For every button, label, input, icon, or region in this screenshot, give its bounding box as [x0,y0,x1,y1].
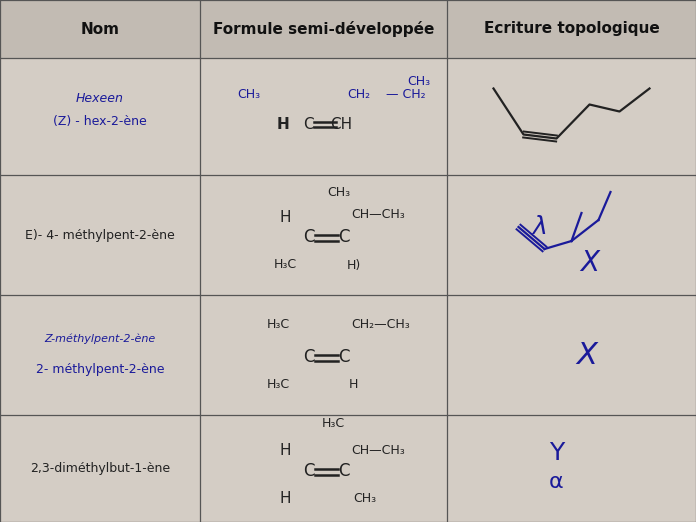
Text: Hexeen: Hexeen [76,92,124,105]
Text: α: α [549,472,564,492]
Text: C: C [338,228,349,246]
Text: H₃C: H₃C [267,378,290,392]
Bar [0,0,696,58]
Text: H₃C: H₃C [322,417,345,430]
Text: H₃C: H₃C [267,318,290,331]
Text: Nom: Nom [81,21,120,37]
Text: H: H [277,117,290,132]
Text: C: C [303,348,315,366]
Text: C: C [338,348,349,366]
Text: (Z) - hex-2-ène: (Z) - hex-2-ène [53,115,147,128]
Text: H: H [280,209,291,224]
Text: 2,3-diméthylbut-1-ène: 2,3-diméthylbut-1-ène [30,462,170,475]
Text: E)- 4- méthylpent-2-ène: E)- 4- méthylpent-2-ène [25,229,175,242]
Text: H: H [280,443,291,458]
Text: CH₃: CH₃ [327,186,350,199]
Text: CH₂—CH₃: CH₂—CH₃ [351,318,410,331]
Text: H): H) [347,258,361,271]
Text: Y: Y [549,442,564,466]
Text: λ: λ [532,215,547,239]
Text: — CH₂: — CH₂ [386,88,425,101]
Text: C: C [303,228,315,246]
Text: CH—CH₃: CH—CH₃ [351,208,405,221]
Text: Z-méthylpent-2-ène: Z-méthylpent-2-ène [45,334,156,344]
Text: 2- méthylpent-2-ène: 2- méthylpent-2-ène [35,362,164,375]
Text: Ecriture topologique: Ecriture topologique [484,21,659,37]
Text: CH₃: CH₃ [407,75,430,88]
Text: C: C [303,461,315,480]
Text: CH₃: CH₃ [354,492,377,505]
Text: C: C [303,117,314,132]
Text: H₃C: H₃C [274,258,297,271]
Text: CH₃: CH₃ [237,88,260,101]
Text: Formule semi-développée: Formule semi-développée [213,21,434,37]
Text: H: H [349,378,358,392]
Text: X: X [576,340,597,370]
Text: H: H [280,491,291,506]
Text: X: X [580,249,599,277]
Text: CH: CH [331,117,353,132]
Text: C: C [338,461,349,480]
Text: CH₂: CH₂ [347,88,370,101]
Text: CH—CH₃: CH—CH₃ [351,444,405,457]
